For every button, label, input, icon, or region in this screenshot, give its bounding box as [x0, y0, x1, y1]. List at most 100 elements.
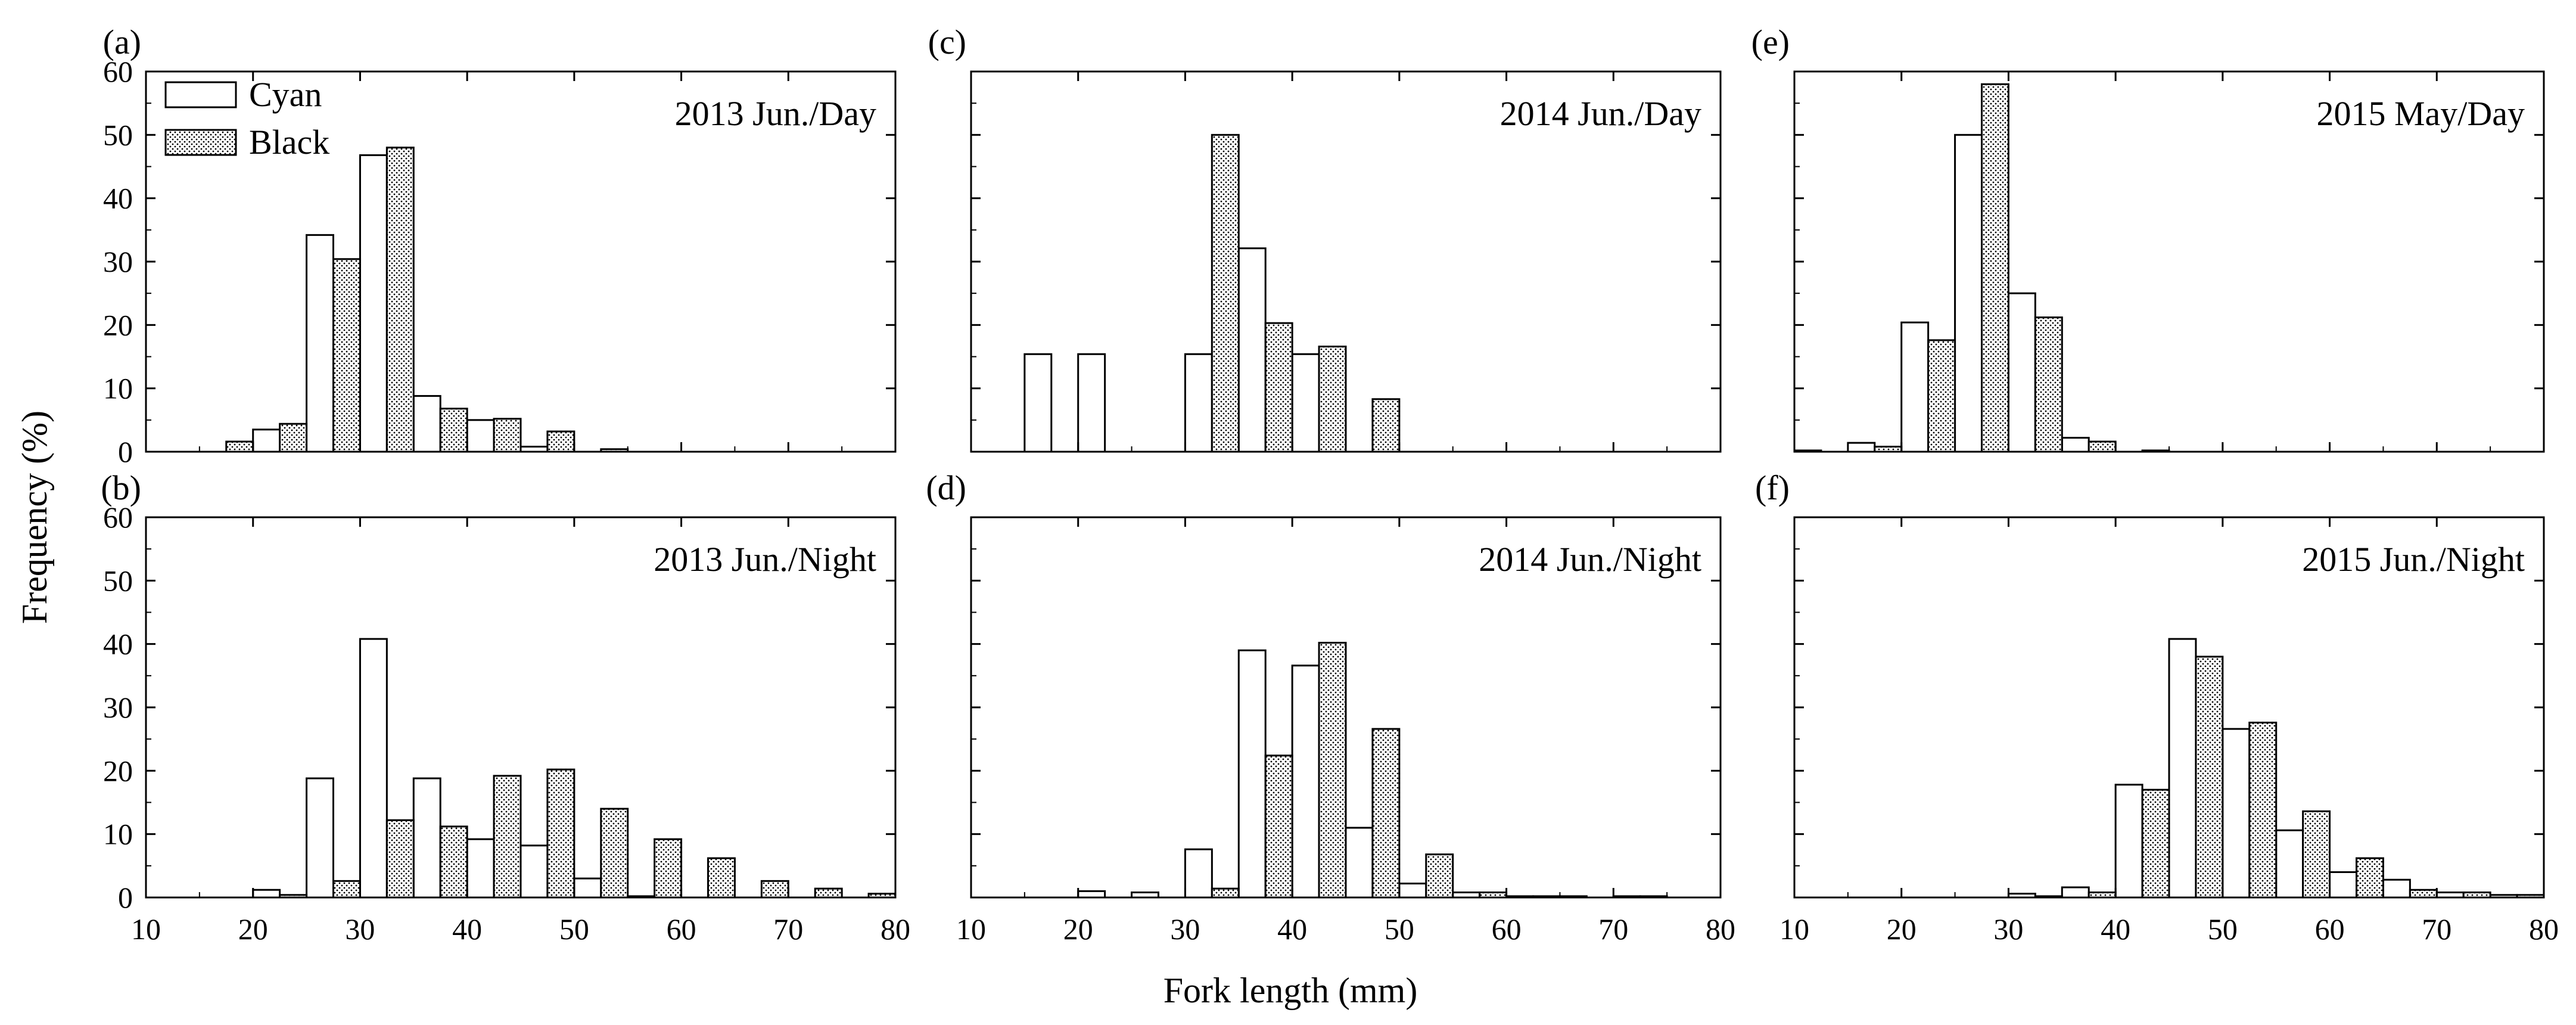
bar-e-cyan-1 [1847, 442, 1876, 453]
bar-a-black-6 [546, 430, 575, 453]
bar-f-cyan-10 [2382, 878, 2411, 899]
ytick-label-b-40: 40 [103, 628, 133, 661]
panel-title-f: 2015 Jun./Night [2302, 540, 2525, 579]
bar-d-cyan-7 [1398, 883, 1427, 899]
bar-c-cyan-4 [1237, 247, 1267, 453]
panel-f: 10 20 30 40 50 60 70 80 (f) 2015 Jun./Night [1755, 468, 2559, 946]
bar-d-cyan-5 [1291, 664, 1320, 899]
bar-a-black-5 [493, 418, 522, 453]
bar-f-black-8 [2302, 810, 2331, 899]
bar-d-cyan-3 [1184, 848, 1213, 899]
bar-b-cyan-5 [466, 838, 495, 899]
panel-title-c: 2014 Jun./Day [1500, 94, 1701, 133]
bar-e-cyan-2 [1900, 321, 1930, 453]
ytick-label-a-30: 30 [103, 245, 133, 278]
xtick-label-b-80: 80 [881, 912, 910, 946]
xtick-label-d-20: 20 [1063, 912, 1093, 946]
bar-b-black-7 [600, 807, 629, 899]
bar-c-black-5 [1318, 345, 1347, 453]
panel-title-a: 2013 Jun./Day [675, 94, 876, 133]
bar-d-black-3 [1211, 887, 1240, 899]
legend-label-black: Black [249, 123, 329, 161]
bar-c-black-4 [1264, 322, 1293, 453]
bar-d-cyan-4 [1237, 649, 1267, 899]
bar-e-black-5 [2087, 440, 2117, 453]
xtick-label-d-30: 30 [1170, 912, 1200, 946]
xtick-label-b-20: 20 [238, 912, 268, 946]
bar-e-cyan-3 [1954, 133, 1983, 453]
xtick-label-f-30: 30 [1993, 912, 2023, 946]
panel-letter-b: (b) [101, 468, 141, 507]
bar-c-black-3 [1211, 133, 1240, 453]
bar-e-black-2 [1927, 339, 1956, 453]
panel-e: (e) 2015 May/Day [1751, 23, 2545, 453]
bar-a-black-2 [332, 258, 361, 453]
ytick-label-a-10: 10 [103, 372, 133, 405]
ytick-label-b-10: 10 [103, 818, 133, 851]
ytick-label-b-60: 60 [103, 501, 133, 534]
xtick-label-d-40: 40 [1277, 912, 1307, 946]
bar-b-black-10 [760, 880, 789, 899]
xtick-label-b-70: 70 [773, 912, 803, 946]
legend: Cyan Black [164, 75, 329, 161]
xtick-label-f-70: 70 [2422, 912, 2451, 946]
x-axis-title: Fork length (mm) [1163, 971, 1418, 1010]
xtick-label-d-10: 10 [956, 912, 986, 946]
xtick-label-b-40: 40 [452, 912, 482, 946]
ytick-label-a-40: 40 [103, 182, 133, 215]
bar-e-cyan-4 [2007, 292, 2036, 453]
panel-letter-e: (e) [1751, 23, 1790, 61]
xtick-label-d-80: 80 [1706, 912, 1735, 946]
bar-e-black-4 [2034, 316, 2063, 453]
xtick-label-f-10: 10 [1779, 912, 1809, 946]
ytick-label-a-20: 20 [103, 308, 133, 341]
xtick-label-f-60: 60 [2315, 912, 2345, 946]
bar-b-black-3 [385, 819, 415, 899]
bar-a-black-0 [225, 440, 254, 453]
bar-a-cyan-5 [466, 419, 495, 453]
xtick-label-f-50: 50 [2208, 912, 2238, 946]
bar-f-black-10 [2409, 889, 2438, 899]
bar-f-black-7 [2248, 722, 2278, 899]
bar-a-cyan-4 [412, 395, 441, 453]
xtick-label-b-60: 60 [667, 912, 696, 946]
xtick-label-b-50: 50 [559, 912, 589, 946]
bar-b-cyan-6 [519, 844, 549, 899]
bar-b-black-4 [439, 825, 468, 899]
bar-d-cyan-1 [1077, 890, 1106, 899]
bar-f-black-6 [2195, 656, 2224, 899]
bar-b-cyan-1 [252, 889, 281, 899]
legend-label-cyan: Cyan [249, 75, 322, 114]
xtick-label-f-40: 40 [2101, 912, 2130, 946]
panel-title-d: 2014 Jun./Night [1479, 540, 1701, 579]
panel-letter-a: (a) [103, 23, 141, 61]
panel-title-e: 2015 May/Day [2316, 94, 2525, 133]
ytick-label-b-0: 0 [118, 881, 133, 914]
bar-b-cyan-2 [306, 777, 334, 899]
panel-letter-c: (c) [928, 23, 966, 61]
xtick-label-b-30: 30 [345, 912, 375, 946]
bar-d-black-7 [1425, 853, 1454, 899]
panel-letter-d: (d) [926, 468, 966, 507]
bar-a-cyan-1 [252, 428, 281, 453]
panel-letter-f: (f) [1755, 468, 1790, 507]
bar-b-black-6 [546, 768, 575, 899]
bar-b-black-2 [332, 880, 361, 899]
bar-c-cyan-3 [1184, 353, 1213, 453]
bar-b-cyan-7 [573, 877, 602, 899]
ytick-label-b-30: 30 [103, 691, 133, 724]
bar-c-cyan-1 [1077, 353, 1106, 453]
bar-a-cyan-3 [359, 154, 388, 453]
bar-b-cyan-3 [359, 638, 388, 899]
panel-c: (c) 2014 Jun./Day [928, 23, 1722, 453]
bar-b-cyan-4 [412, 777, 441, 899]
bar-b-black-5 [493, 775, 522, 899]
bar-c-cyan-5 [1291, 353, 1320, 453]
bar-c-cyan-0 [1023, 353, 1053, 453]
panel-a: 0 10 20 30 40 50 60(a) 2013 Jun./Day [103, 23, 897, 468]
bar-e-black-3 [1981, 83, 2009, 453]
ytick-label-a-0: 0 [118, 435, 133, 468]
legend-swatch-black [164, 129, 237, 156]
xtick-label-b-10: 10 [131, 912, 161, 946]
